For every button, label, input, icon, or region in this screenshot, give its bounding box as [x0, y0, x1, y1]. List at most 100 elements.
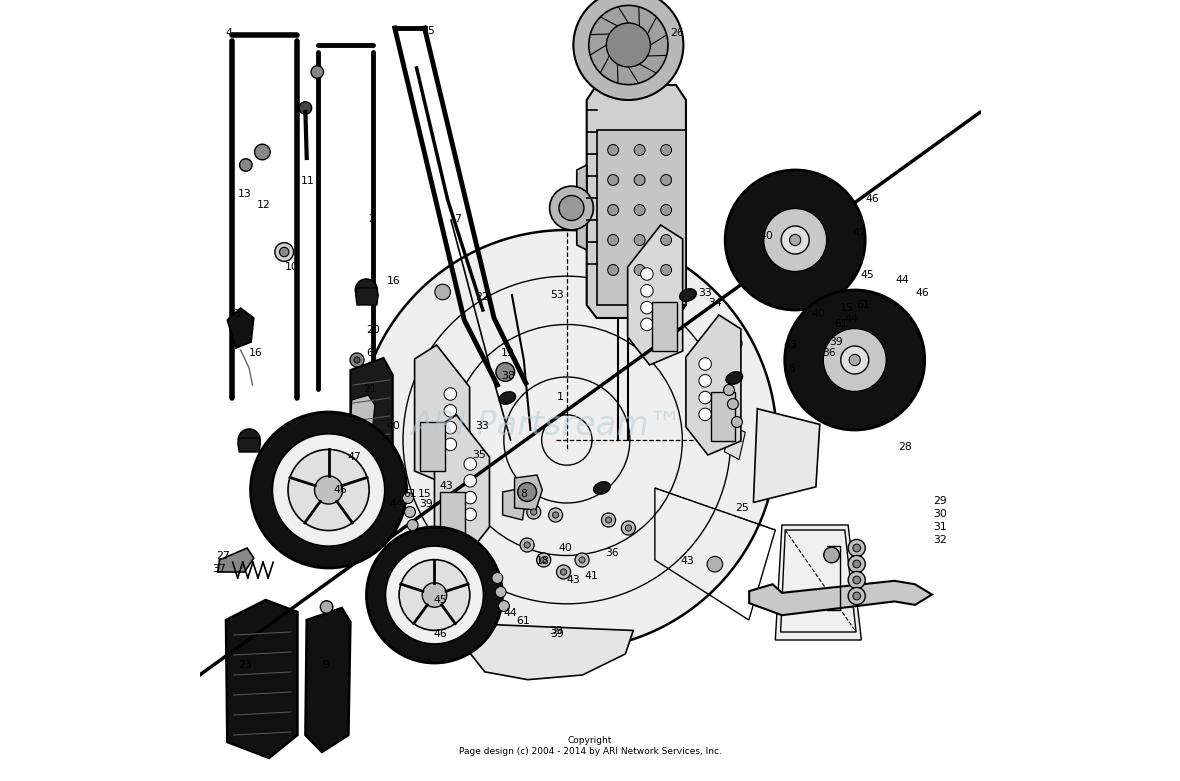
Polygon shape — [514, 475, 543, 510]
Circle shape — [250, 412, 407, 568]
Text: 8: 8 — [520, 489, 527, 498]
Polygon shape — [686, 315, 741, 455]
Text: 44: 44 — [845, 314, 859, 323]
Text: 61: 61 — [834, 319, 848, 329]
Circle shape — [407, 519, 418, 530]
Circle shape — [464, 491, 477, 504]
Text: 34: 34 — [708, 298, 722, 308]
Circle shape — [723, 384, 734, 395]
Circle shape — [634, 174, 645, 185]
Text: 20: 20 — [366, 325, 380, 334]
Text: 46: 46 — [916, 288, 930, 298]
Polygon shape — [434, 415, 490, 555]
Text: 25: 25 — [735, 503, 749, 512]
Polygon shape — [749, 581, 932, 615]
Circle shape — [399, 560, 470, 630]
Circle shape — [602, 513, 616, 527]
Text: ARI Partsream™: ARI Partsream™ — [411, 409, 683, 442]
Circle shape — [464, 475, 477, 487]
Text: 7: 7 — [454, 214, 460, 223]
Text: 16: 16 — [386, 276, 400, 286]
Circle shape — [699, 375, 712, 387]
Circle shape — [641, 268, 654, 280]
Circle shape — [605, 517, 611, 523]
Text: 44: 44 — [389, 499, 404, 508]
Circle shape — [435, 284, 451, 300]
Polygon shape — [710, 392, 735, 441]
Text: 31: 31 — [933, 522, 946, 532]
Circle shape — [824, 329, 886, 391]
Text: 47: 47 — [853, 228, 866, 237]
Ellipse shape — [594, 482, 610, 494]
Text: 40: 40 — [811, 309, 825, 319]
Text: 43: 43 — [784, 341, 797, 350]
Circle shape — [386, 546, 484, 644]
Text: 33: 33 — [699, 288, 713, 298]
Circle shape — [524, 542, 530, 548]
Text: 61: 61 — [517, 616, 531, 626]
Polygon shape — [228, 308, 254, 348]
Text: 30: 30 — [933, 509, 946, 519]
Polygon shape — [420, 422, 445, 471]
Circle shape — [464, 508, 477, 521]
Text: 18: 18 — [784, 364, 797, 373]
Circle shape — [789, 234, 801, 245]
Text: 22: 22 — [476, 292, 489, 301]
Circle shape — [496, 362, 514, 381]
Circle shape — [526, 505, 540, 519]
Text: 16: 16 — [249, 348, 263, 358]
Text: 36: 36 — [605, 548, 618, 558]
Text: 10: 10 — [284, 262, 299, 272]
Text: 61: 61 — [404, 489, 418, 498]
Text: 12: 12 — [257, 200, 270, 209]
Polygon shape — [414, 345, 470, 485]
Circle shape — [549, 508, 563, 522]
Text: 26: 26 — [670, 28, 684, 37]
Text: 35: 35 — [472, 450, 486, 459]
Text: 19: 19 — [502, 348, 514, 358]
Circle shape — [634, 144, 645, 155]
Circle shape — [785, 290, 925, 430]
Circle shape — [622, 521, 635, 535]
Circle shape — [520, 538, 535, 552]
Circle shape — [608, 234, 618, 245]
Circle shape — [496, 587, 506, 597]
Circle shape — [848, 540, 865, 557]
Text: 15: 15 — [839, 304, 853, 313]
Text: 44: 44 — [896, 275, 910, 284]
Circle shape — [354, 357, 360, 363]
Text: 45: 45 — [433, 595, 447, 604]
Circle shape — [320, 601, 333, 613]
Circle shape — [848, 572, 865, 589]
Circle shape — [240, 159, 253, 171]
Circle shape — [781, 226, 809, 254]
Text: 45: 45 — [860, 270, 874, 280]
Circle shape — [661, 174, 671, 185]
Text: 18: 18 — [536, 556, 550, 565]
Polygon shape — [503, 488, 525, 520]
Circle shape — [634, 205, 645, 216]
Ellipse shape — [680, 289, 696, 301]
Circle shape — [498, 601, 510, 612]
Circle shape — [699, 358, 712, 370]
Text: 53: 53 — [550, 291, 564, 300]
Text: 40: 40 — [760, 231, 773, 241]
Circle shape — [444, 438, 457, 451]
Circle shape — [444, 387, 457, 400]
Ellipse shape — [726, 372, 742, 384]
Circle shape — [537, 553, 551, 567]
Circle shape — [608, 265, 618, 276]
Text: 29: 29 — [933, 497, 946, 506]
Text: 5: 5 — [427, 27, 434, 36]
Circle shape — [661, 234, 671, 245]
Text: 32: 32 — [933, 536, 946, 545]
Text: 39: 39 — [830, 337, 843, 347]
Polygon shape — [238, 438, 261, 452]
Circle shape — [280, 248, 289, 257]
Text: 39: 39 — [550, 629, 564, 639]
Circle shape — [589, 5, 668, 84]
Polygon shape — [350, 395, 375, 435]
Circle shape — [312, 66, 323, 78]
Circle shape — [402, 493, 413, 504]
Circle shape — [699, 391, 712, 404]
